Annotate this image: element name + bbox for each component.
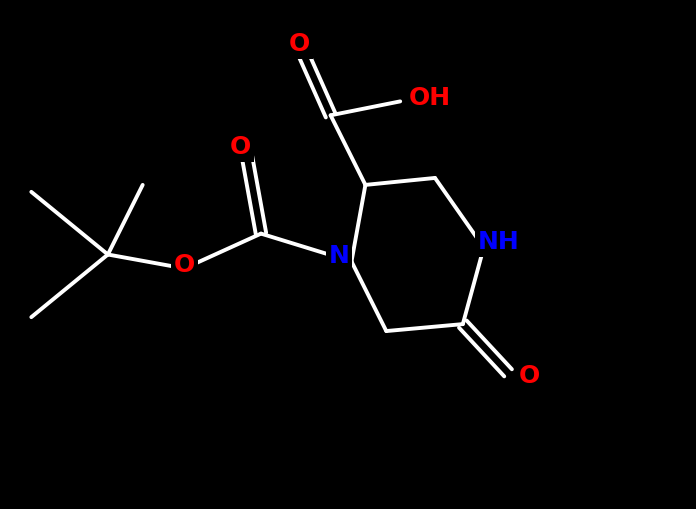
Text: O: O (519, 364, 539, 388)
Text: NH: NH (478, 230, 520, 254)
Text: O: O (174, 253, 195, 277)
Text: OH: OH (409, 86, 450, 110)
Text: O: O (289, 32, 310, 56)
Text: N: N (329, 244, 349, 268)
Text: O: O (230, 134, 251, 159)
